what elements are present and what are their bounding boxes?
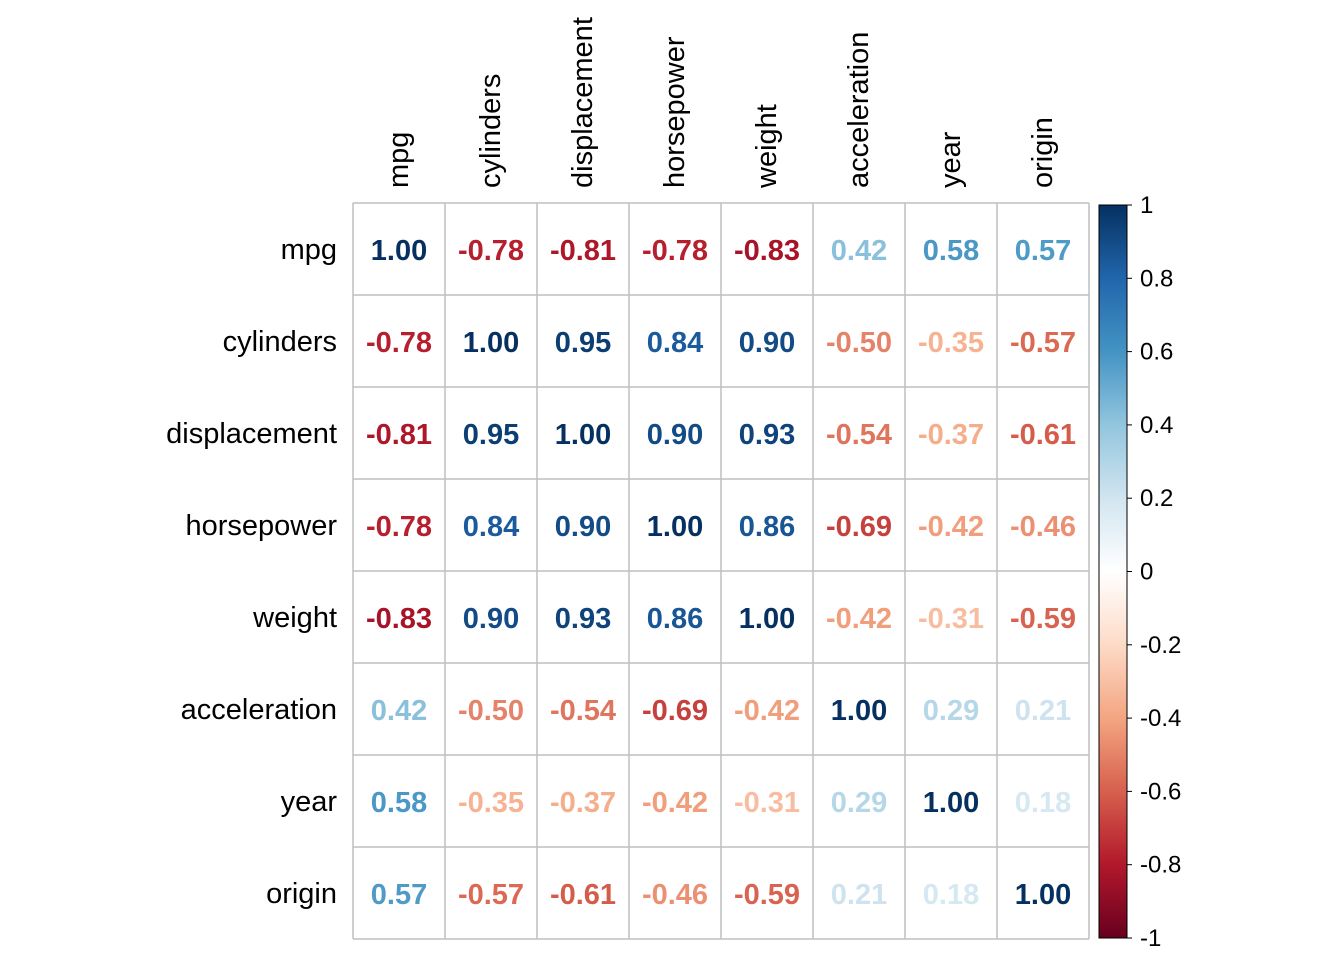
legend-tick-label: 0 <box>1140 559 1153 586</box>
cell-value-horsepower-horsepower: 1.00 <box>647 511 703 543</box>
cell-value-displacement-origin: -0.61 <box>1010 419 1076 451</box>
cell-value-cylinders-cylinders: 1.00 <box>463 327 519 359</box>
column-label-cylinders: cylinders <box>475 74 507 188</box>
cell-value-acceleration-cylinders: -0.50 <box>458 695 524 727</box>
cell-value-origin-displacement: -0.61 <box>550 879 616 911</box>
cell-value-origin-horsepower: -0.46 <box>642 879 708 911</box>
row-label-cylinders: cylinders <box>223 326 337 358</box>
cell-value-weight-displacement: 0.93 <box>555 603 611 635</box>
cell-value-origin-weight: -0.59 <box>734 879 800 911</box>
color-legend-ticks: 1 0.8 0.6 0.4 0.2 0 -0.2 -0.4 -0.6 -0.8 -1 <box>1127 192 1181 952</box>
column-label-mpg: mpg <box>383 132 415 188</box>
cell-value-displacement-horsepower: 0.90 <box>647 419 703 451</box>
cell-value-weight-mpg: -0.83 <box>366 603 432 635</box>
cell-value-mpg-weight: -0.83 <box>734 235 800 267</box>
cell-value-weight-horsepower: 0.86 <box>647 603 703 635</box>
cell-value-origin-origin: 1.00 <box>1015 879 1071 911</box>
legend-tick-label: -0.2 <box>1140 632 1181 659</box>
cell-value-year-displacement: -0.37 <box>550 787 616 819</box>
cell-value-displacement-mpg: -0.81 <box>366 419 432 451</box>
legend-tick-label: 1 <box>1140 192 1153 219</box>
cell-value-year-year: 1.00 <box>923 787 979 819</box>
cell-value-acceleration-acceleration: 1.00 <box>831 695 887 727</box>
cell-value-displacement-weight: 0.93 <box>739 419 795 451</box>
cell-value-horsepower-displacement: 0.90 <box>555 511 611 543</box>
cell-value-origin-cylinders: -0.57 <box>458 879 524 911</box>
cell-value-origin-mpg: 0.57 <box>371 879 427 911</box>
grid <box>352 202 1090 940</box>
column-label-horsepower: horsepower <box>659 36 691 188</box>
legend-tick-label: -0.4 <box>1140 705 1181 732</box>
cell-value-horsepower-acceleration: -0.69 <box>826 511 892 543</box>
row-label-year: year <box>281 786 338 818</box>
cell-value-acceleration-displacement: -0.54 <box>550 695 616 727</box>
cell-value-weight-origin: -0.59 <box>1010 603 1076 635</box>
color-legend: 1 0.8 0.6 0.4 0.2 0 -0.2 -0.4 -0.6 -0.8 -1 <box>1098 192 1181 952</box>
cell-value-cylinders-mpg: -0.78 <box>366 327 432 359</box>
cell-value-year-weight: -0.31 <box>734 787 800 819</box>
cell-value-cylinders-year: -0.35 <box>918 327 984 359</box>
cell-value-horsepower-mpg: -0.78 <box>366 511 432 543</box>
cell-value-mpg-year: 0.58 <box>923 235 979 267</box>
row-label-weight: weight <box>252 602 337 634</box>
cell-value-displacement-year: -0.37 <box>918 419 984 451</box>
cell-value-weight-cylinders: 0.90 <box>463 603 519 635</box>
cell-value-year-acceleration: 0.29 <box>831 787 887 819</box>
row-label-horsepower: horsepower <box>185 510 337 542</box>
column-label-year: year <box>935 131 967 188</box>
legend-tick-label: 0.4 <box>1140 412 1173 439</box>
column-label-weight: weight <box>751 104 783 189</box>
legend-tick-label: 0.6 <box>1140 339 1173 366</box>
column-labels: mpg cylinders displacement horsepower weight… <box>383 17 1059 189</box>
cell-value-displacement-displacement: 1.00 <box>555 419 611 451</box>
cell-value-mpg-horsepower: -0.78 <box>642 235 708 267</box>
row-label-acceleration: acceleration <box>181 694 337 726</box>
cell-value-displacement-acceleration: -0.54 <box>826 419 892 451</box>
cell-value-acceleration-year: 0.29 <box>923 695 979 727</box>
cell-value-acceleration-origin: 0.21 <box>1015 695 1071 727</box>
cell-value-horsepower-weight: 0.86 <box>739 511 795 543</box>
cell-value-acceleration-mpg: 0.42 <box>371 695 427 727</box>
cell-value-weight-weight: 1.00 <box>739 603 795 635</box>
cell-value-cylinders-horsepower: 0.84 <box>647 327 703 359</box>
row-label-displacement: displacement <box>166 418 337 450</box>
cell-value-cylinders-acceleration: -0.50 <box>826 327 892 359</box>
cell-value-mpg-acceleration: 0.42 <box>831 235 887 267</box>
cell-value-mpg-mpg: 1.00 <box>371 235 427 267</box>
cell-value-year-cylinders: -0.35 <box>458 787 524 819</box>
cell-value-origin-year: 0.18 <box>923 879 979 911</box>
cell-value-year-mpg: 0.58 <box>371 787 427 819</box>
cell-value-horsepower-origin: -0.46 <box>1010 511 1076 543</box>
cell-value-horsepower-cylinders: 0.84 <box>463 511 519 543</box>
legend-tick-label: 0.2 <box>1140 485 1173 512</box>
cell-value-cylinders-origin: -0.57 <box>1010 327 1076 359</box>
cell-value-year-origin: 0.18 <box>1015 787 1071 819</box>
cell-value-mpg-origin: 0.57 <box>1015 235 1071 267</box>
row-labels: mpg cylinders displacement horsepower weight… <box>166 234 337 910</box>
cell-value-weight-year: -0.31 <box>918 603 984 635</box>
row-label-mpg: mpg <box>281 234 337 266</box>
cell-value-year-horsepower: -0.42 <box>642 787 708 819</box>
column-label-displacement: displacement <box>567 17 599 188</box>
cell-value-displacement-cylinders: 0.95 <box>463 419 519 451</box>
row-label-origin: origin <box>266 878 337 910</box>
cell-value-origin-acceleration: 0.21 <box>831 879 887 911</box>
legend-tick-label: -0.6 <box>1140 778 1181 805</box>
color-legend-bar <box>1098 204 1128 939</box>
cell-value-mpg-displacement: -0.81 <box>550 235 616 267</box>
cell-value-cylinders-weight: 0.90 <box>739 327 795 359</box>
legend-tick-label: -1 <box>1140 925 1161 952</box>
cell-value-acceleration-horsepower: -0.69 <box>642 695 708 727</box>
cell-value-acceleration-weight: -0.42 <box>734 695 800 727</box>
cell-value-horsepower-year: -0.42 <box>918 511 984 543</box>
cell-value-cylinders-displacement: 0.95 <box>555 327 611 359</box>
cell-value-weight-acceleration: -0.42 <box>826 603 892 635</box>
column-label-origin: origin <box>1027 117 1059 188</box>
legend-tick-label: -0.8 <box>1140 852 1181 879</box>
column-label-acceleration: acceleration <box>843 32 875 188</box>
legend-tick-label: 0.8 <box>1140 265 1173 292</box>
cell-value-mpg-cylinders: -0.78 <box>458 235 524 267</box>
cell-values: 1.00 -0.78 -0.81 -0.78 -0.83 0.42 0.58 0.57 -0.7… <box>366 235 1076 911</box>
